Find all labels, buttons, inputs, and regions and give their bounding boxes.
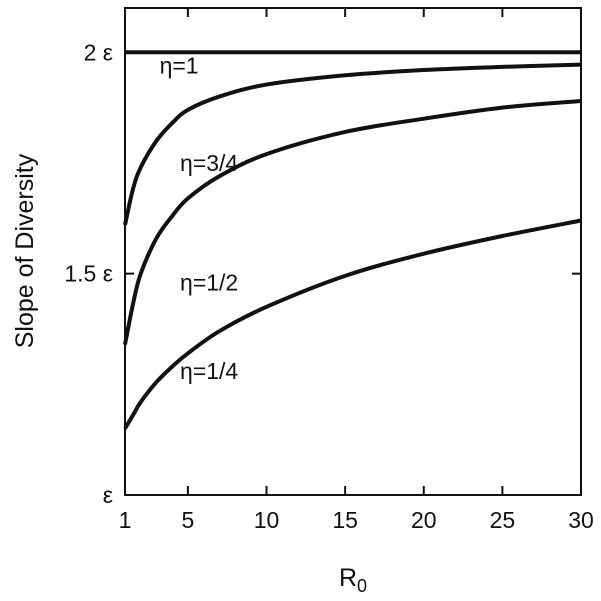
y-tick-label: 1.5 ε xyxy=(64,261,113,287)
x-tick-label: 20 xyxy=(411,507,437,533)
curve-label: η=3/4 xyxy=(180,150,238,176)
x-tick-label: 1 xyxy=(119,507,132,533)
y-axis: ε 1.5 ε 2 ε xyxy=(64,39,581,508)
x-tick-label: 15 xyxy=(332,507,358,533)
series-line xyxy=(123,98,582,345)
x-axis: 1 5 10 15 20 25 30 xyxy=(119,8,594,533)
series-line xyxy=(123,218,582,430)
plot-frame xyxy=(124,7,582,496)
curve-labels: η=1 η=3/4 η=1/2 η=1/4 xyxy=(160,53,239,384)
curve-label: η=1/2 xyxy=(180,269,238,295)
y-axis-label: Slope of Diversity xyxy=(11,153,39,348)
x-tick-label: 30 xyxy=(568,507,594,533)
curve-label: η=1/4 xyxy=(180,358,238,384)
y-tick-label: ε xyxy=(103,482,113,508)
x-tick-label: 25 xyxy=(490,507,516,533)
series-layer xyxy=(123,50,582,430)
curve-label: η=1 xyxy=(160,53,199,79)
x-tick-label: 5 xyxy=(181,507,194,533)
series-line xyxy=(123,62,582,226)
x-axis-label: R0 xyxy=(339,564,367,596)
x-tick-label: 10 xyxy=(254,507,280,533)
y-tick-label: 2 ε xyxy=(84,39,113,65)
